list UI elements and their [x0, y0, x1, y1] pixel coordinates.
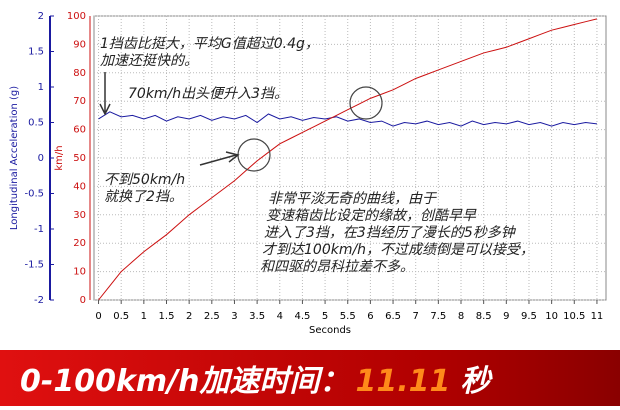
banner-value: 11.11: [355, 364, 450, 399]
highlight-circle: [349, 86, 383, 120]
data-line: [98, 111, 598, 127]
x-tick-label: 6: [367, 311, 373, 322]
y-tick-label: 1.5: [28, 47, 44, 58]
banner: [0, 350, 620, 406]
annotation: 70km/h出头便升入3挡。: [128, 86, 288, 102]
y-tick-label: 0.5: [28, 118, 44, 129]
y-tick-label: 0: [38, 153, 44, 164]
x-tick-label: 3: [231, 311, 237, 322]
annotation: 变速箱齿比设定的缘故，创酷早早: [266, 208, 477, 224]
x-tick-label: 0.5: [113, 311, 129, 322]
x-tick-label: 9: [503, 311, 509, 322]
y-axis-title: Longitudinal Acceleration (g): [9, 86, 20, 230]
annotation: 非常平淡无奇的曲线，由于: [268, 191, 437, 207]
x-tick-label: 7: [413, 311, 419, 322]
x-tick-label: 10: [545, 311, 558, 322]
y2-tick-label: 30: [73, 210, 86, 221]
y2-tick-label: 70: [73, 96, 86, 107]
y2-tick-label: 0: [80, 295, 86, 306]
y2-tick-label: 40: [73, 181, 86, 192]
y2-tick-label: 10: [73, 267, 86, 278]
annotation: 和四驱的昂科拉差不多。: [260, 259, 414, 275]
x-tick-label: 6.5: [385, 311, 401, 322]
x-tick-label: 5.5: [340, 311, 356, 322]
arrow: [99, 72, 111, 116]
y2-tick-label: 50: [73, 153, 86, 164]
x-tick-label: 11: [591, 311, 604, 322]
data-line: [98, 18, 598, 301]
y-tick-label: -0.5: [24, 189, 44, 200]
x-tick-label: 8: [458, 311, 464, 322]
y2-tick-label: 90: [73, 39, 86, 50]
y-tick-label: 1: [38, 82, 44, 93]
annotation: 不到50km/h: [104, 172, 185, 188]
y-tick-label: -1: [34, 224, 44, 235]
x-tick-label: 2.5: [204, 311, 220, 322]
x-tick-label: 1: [141, 311, 147, 322]
x-tick-label: 7.5: [430, 311, 446, 322]
y-tick-label: -2: [34, 295, 44, 306]
x-tick-label: 8.5: [476, 311, 492, 322]
y2-tick-label: 20: [73, 238, 86, 249]
y2-tick-label: 100: [67, 11, 86, 22]
x-tick-label: 0: [95, 311, 101, 322]
x-tick-label: 1.5: [159, 311, 175, 322]
y-tick-label: -1.5: [24, 260, 44, 271]
x-tick-label: 9.5: [521, 311, 537, 322]
arrow: [199, 151, 240, 166]
x-tick-label: 3.5: [249, 311, 265, 322]
x-axis-title: Seconds: [309, 325, 351, 336]
x-tick-label: 5: [322, 311, 328, 322]
x-tick-label: 2: [186, 311, 192, 322]
annotation: 加速还挺快的。: [100, 53, 198, 69]
annotation: 就换了2挡。: [104, 189, 183, 205]
y-tick-label: 2: [38, 11, 44, 22]
banner-unit: 秒: [460, 364, 493, 399]
annotation: 进入了3挡，在3挡经历了漫长的5秒多钟: [264, 225, 517, 241]
annotation: 才到达100km/h，不过成绩倒是可以接受，: [262, 242, 534, 258]
banner-label: 0-100km/h加速时间： 11.11 秒: [20, 364, 493, 399]
y2-axis-title: km/h: [54, 145, 65, 170]
x-tick-label: 10.5: [563, 311, 585, 322]
y2-tick-label: 80: [73, 68, 86, 79]
banner-text: 0-100km/h加速时间：: [20, 364, 349, 399]
x-tick-label: 4.5: [294, 311, 310, 322]
x-tick-label: 4: [277, 311, 283, 322]
y2-tick-label: 60: [73, 125, 86, 136]
annotation: 1挡齿比挺大，平均G值超过0.4g，: [100, 36, 319, 52]
